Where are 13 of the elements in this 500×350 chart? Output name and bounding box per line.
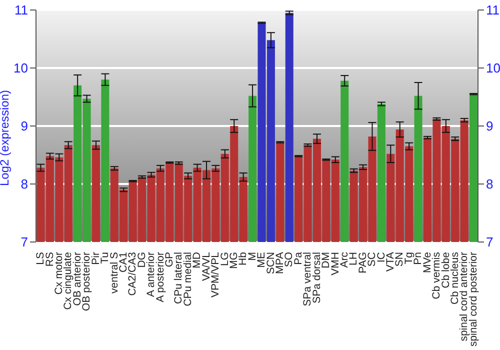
y-tick-label: 10 — [14, 60, 28, 76]
x-tick-label: SPa dorsal — [310, 252, 323, 304]
y-tick-label: 8 — [20, 176, 28, 192]
y2-tick-label: 9 — [486, 118, 494, 134]
y-tick-label: 11 — [14, 2, 28, 18]
y2-tick-label: 8 — [486, 176, 494, 192]
y-tick-label: 9 — [20, 118, 28, 134]
y2-tick-label: 11 — [486, 2, 500, 18]
x-tick-label: CPu medial — [182, 252, 194, 306]
y2-tick-label: 10 — [486, 60, 500, 76]
y2-tick-label: 7 — [486, 234, 494, 250]
y-axis-title: Log2 (expression) — [0, 90, 12, 186]
y-tick-label: 7 — [20, 234, 28, 250]
